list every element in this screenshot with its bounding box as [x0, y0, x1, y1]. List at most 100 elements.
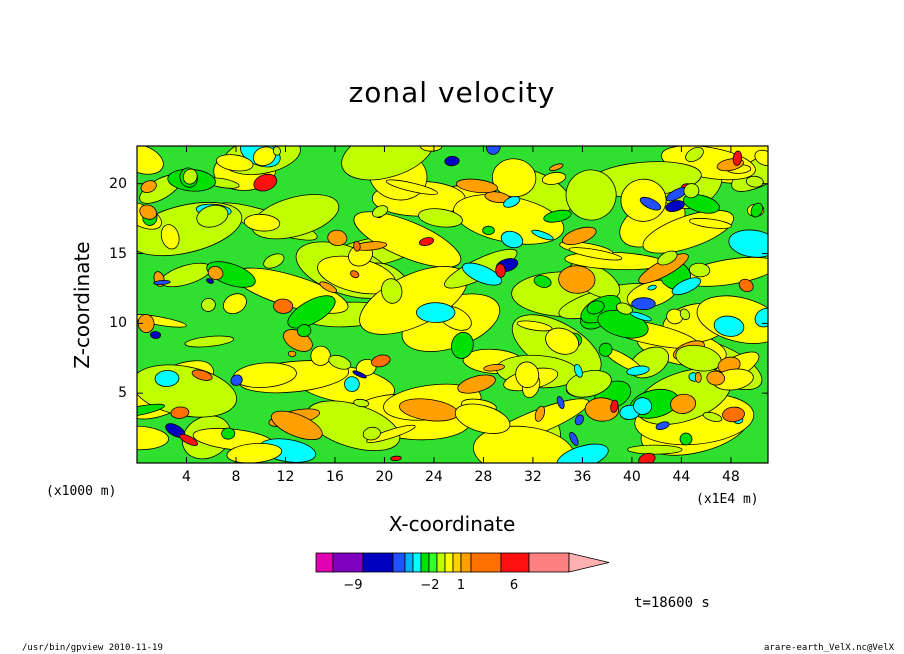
contour-region — [287, 295, 336, 329]
contour-region — [310, 345, 331, 366]
colorbar-segment — [420, 552, 430, 573]
contour-region — [584, 397, 620, 422]
x-tick-label: 48 — [721, 469, 740, 485]
contour-region — [196, 204, 229, 228]
x-tick-label: 32 — [523, 469, 542, 485]
contour-region — [160, 224, 180, 250]
contour-region — [630, 311, 652, 322]
contour-region — [694, 371, 702, 383]
contour-region — [503, 196, 521, 208]
colorbar-segment — [470, 552, 502, 573]
contour-region — [565, 370, 612, 398]
contour-region — [569, 431, 579, 446]
colorbar-segment — [404, 552, 414, 573]
contour-region — [558, 265, 596, 294]
contour-region — [154, 370, 180, 387]
contour-region — [385, 179, 438, 195]
contour-region — [184, 335, 235, 348]
y-tick-label: 5 — [118, 385, 127, 402]
x-tick-label: 20 — [375, 469, 394, 485]
contour-region — [689, 262, 711, 278]
contour-region — [574, 363, 583, 378]
x-tick-label: 16 — [326, 469, 344, 485]
colorbar-extend-arrow — [568, 552, 610, 573]
contour-region — [416, 302, 456, 323]
contour-region — [647, 284, 657, 291]
contour-region — [515, 361, 540, 389]
contour-region — [287, 350, 297, 357]
contour-region — [263, 253, 285, 269]
contour-region — [206, 278, 214, 284]
contour-region — [713, 315, 745, 337]
y-unit-label: (x1000 m) — [46, 484, 117, 499]
contour-region — [482, 225, 495, 236]
contour-region — [230, 374, 243, 386]
contour-region — [418, 208, 463, 228]
contour-region — [270, 410, 323, 441]
contour-region — [273, 298, 294, 314]
contour-region — [655, 421, 670, 431]
contour-region — [556, 395, 565, 410]
y-tick-label: 20 — [109, 175, 127, 192]
contour-region — [344, 376, 360, 392]
contour-region — [615, 302, 633, 315]
contour-region — [685, 146, 704, 163]
y-axis-label: Z-coordinate — [70, 241, 94, 369]
contour-region — [341, 146, 435, 181]
contour-region — [182, 168, 198, 185]
contour-region — [633, 397, 653, 415]
contour-region — [745, 175, 764, 188]
contour-region — [222, 293, 247, 315]
contour-region — [191, 369, 213, 381]
contour-region — [150, 331, 161, 339]
x-tick-label: 36 — [573, 469, 592, 485]
contour-region — [495, 263, 506, 278]
contour-region — [568, 247, 623, 261]
colorbar-segment — [436, 552, 446, 573]
contour-region — [272, 146, 281, 156]
contour-region — [543, 209, 572, 223]
contour-region — [754, 307, 768, 328]
contour-region — [353, 240, 361, 252]
colorbar-segment — [332, 552, 364, 573]
contour-region — [500, 230, 524, 249]
contour-region — [390, 455, 402, 462]
contour-region — [372, 205, 389, 218]
contour-region — [679, 308, 691, 321]
contour-region — [444, 155, 460, 167]
contour-region — [706, 370, 725, 386]
contour-region — [296, 324, 312, 338]
x-tick-label: 24 — [425, 469, 443, 485]
colorbar-level-label: −9 — [343, 578, 363, 593]
contour-region — [353, 398, 370, 408]
contour-region — [253, 173, 278, 192]
x-tick-label: 28 — [474, 469, 493, 485]
colorbar-segment — [460, 552, 472, 573]
contour-region — [243, 213, 281, 232]
contour-region — [738, 278, 754, 293]
contour-region — [371, 354, 391, 368]
contour-region — [352, 370, 367, 379]
contour-region — [353, 211, 462, 268]
x-tick-label: 40 — [622, 469, 641, 485]
contour-region — [153, 280, 171, 285]
colorbar-segment — [362, 552, 394, 573]
contour-region — [562, 226, 597, 246]
contour-region — [366, 424, 416, 443]
contour-region — [534, 405, 546, 422]
contour-region — [455, 178, 499, 194]
contour-region — [627, 444, 683, 455]
y-tick-label: 15 — [109, 245, 127, 262]
x-tick-label: 12 — [276, 469, 295, 485]
contour-region — [531, 229, 554, 241]
colorbar-level-label: 1 — [456, 578, 466, 593]
plot-frame — [136, 145, 769, 464]
contour-region — [545, 327, 580, 355]
contour-region — [215, 154, 254, 172]
contour-region — [541, 171, 567, 185]
contour-region — [722, 406, 745, 423]
contour-region — [454, 403, 511, 434]
contour-region — [598, 342, 613, 357]
time-label: t=18600 s — [634, 595, 710, 611]
